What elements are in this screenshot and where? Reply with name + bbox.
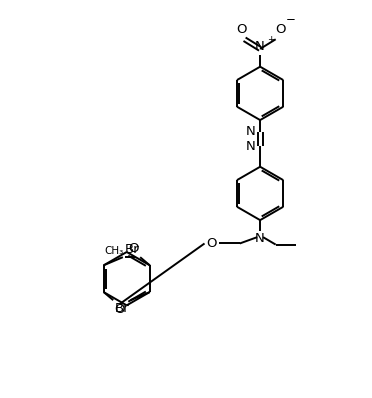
Text: N: N: [246, 125, 255, 139]
Text: +: +: [267, 35, 275, 45]
Text: O: O: [206, 237, 217, 250]
Text: N: N: [246, 140, 255, 152]
Text: O: O: [128, 242, 139, 255]
Text: −: −: [286, 13, 296, 26]
Text: Br: Br: [115, 302, 129, 315]
Text: CH₃: CH₃: [104, 246, 123, 256]
Text: O: O: [115, 303, 125, 316]
Text: N: N: [255, 232, 265, 245]
Text: O: O: [237, 23, 247, 35]
Text: N: N: [255, 40, 265, 53]
Text: Br: Br: [124, 243, 139, 256]
Text: methoxy: methoxy: [116, 257, 123, 258]
Text: O: O: [276, 23, 286, 35]
